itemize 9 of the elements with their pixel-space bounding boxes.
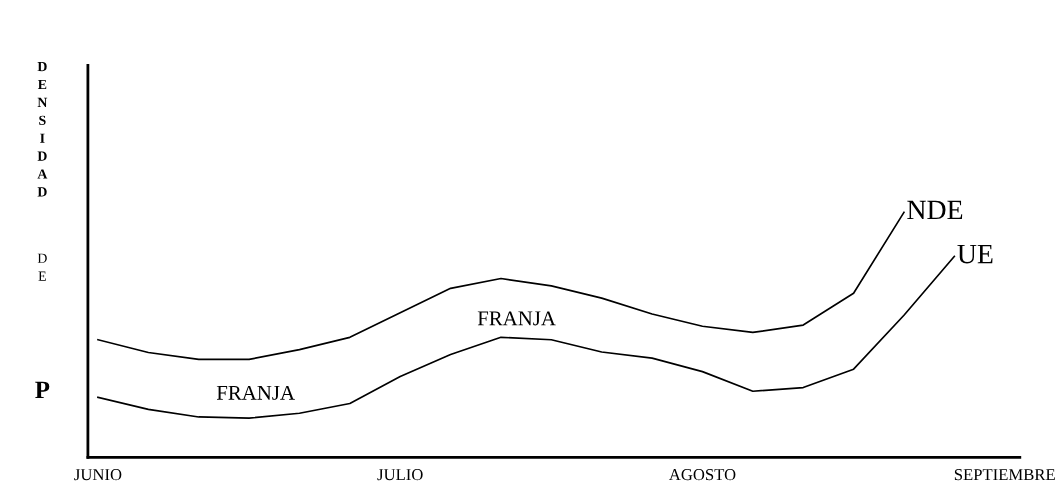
text: DENSIDAD DE P — [35, 62, 50, 399]
x-tick-label: SEPTIEMBRE — [954, 469, 1055, 481]
annotation: FRANJA — [477, 311, 556, 326]
x-tick-label: JUNIO — [74, 469, 122, 481]
x-tick-label: JULIO — [377, 469, 423, 481]
x-tick-label: AGOSTO — [668, 469, 736, 481]
series-label: NDE — [907, 200, 963, 220]
series-label: UE — [957, 244, 993, 264]
annotation: FRANJA — [216, 385, 295, 400]
